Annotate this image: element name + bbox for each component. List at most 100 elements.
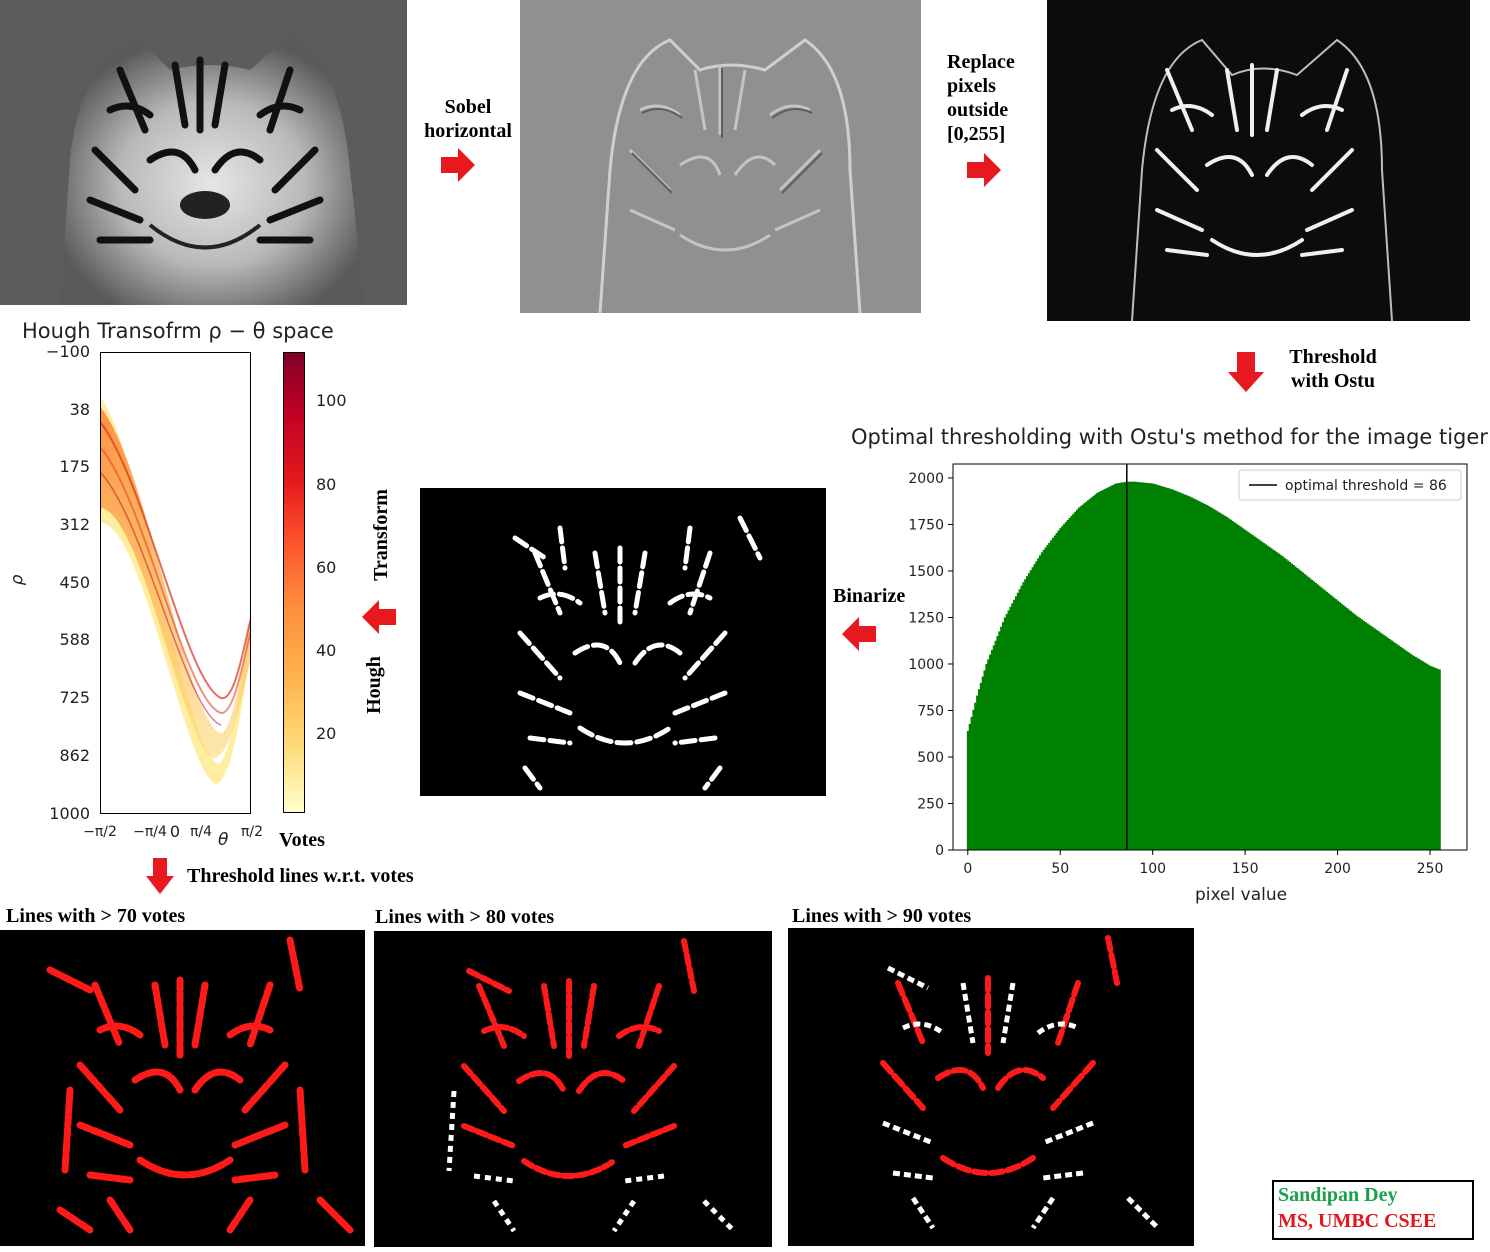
histogram-bar	[1027, 573, 1031, 850]
histogram-bar	[1188, 496, 1192, 850]
histogram-bar	[1279, 554, 1282, 850]
histogram-bar	[1005, 613, 1009, 850]
y-tick-label: 1000	[908, 657, 944, 673]
histogram-bar	[1368, 624, 1371, 850]
histogram-bar	[1099, 490, 1103, 850]
histogram-bar	[1338, 602, 1341, 850]
histogram-bar	[1412, 655, 1415, 850]
y-tick-label: 750	[917, 703, 944, 719]
histogram-bar	[1371, 627, 1375, 850]
histogram-bar	[1146, 482, 1149, 850]
x-tick-label: 200	[1324, 861, 1351, 877]
histogram-bar	[1283, 557, 1286, 850]
down-arrow-icon	[1228, 352, 1264, 392]
histogram-bar	[972, 709, 975, 850]
histogram-bar	[1090, 497, 1094, 850]
histogram-bar	[1281, 556, 1284, 850]
histogram-bar	[1356, 616, 1360, 850]
legend-label: optimal threshold = 86	[1285, 478, 1447, 494]
histogram-bar	[1266, 545, 1269, 850]
step-threshold-label: Threshold with Ostu	[1289, 346, 1377, 392]
hough-xtick: −π/2	[83, 824, 117, 840]
histogram-bar	[1053, 535, 1057, 850]
colorbar	[283, 352, 305, 813]
y-tick-label: 2000	[908, 471, 944, 487]
histogram-bar	[1166, 487, 1169, 850]
left-arrow-icon	[362, 600, 396, 634]
hough-xtick: 0	[169, 822, 181, 841]
histogram-bar	[1381, 633, 1384, 850]
result-70-label: Lines with > 70 votes	[6, 905, 186, 927]
histogram-bar	[1253, 536, 1256, 850]
author-affiliation: MS, UMBC CSEE	[1278, 1210, 1437, 1232]
histogram-bar	[1092, 495, 1096, 850]
histogram-bar	[1416, 658, 1419, 850]
histogram-bar	[1074, 511, 1077, 850]
histogram-bar	[1214, 510, 1218, 850]
histogram-bar	[1072, 513, 1075, 850]
histogram-bar	[983, 670, 986, 850]
histogram-bar	[1349, 611, 1353, 850]
histogram-bar	[1035, 561, 1038, 850]
histogram-bar	[1022, 582, 1025, 850]
histogram-bar	[1197, 501, 1201, 850]
histogram-bar	[1136, 482, 1140, 850]
histogram-bar	[1042, 549, 1046, 850]
tiger-sobel-image	[520, 0, 921, 313]
histogram-bar	[985, 663, 988, 850]
histogram-bar	[1223, 515, 1227, 850]
tiger-clipped-image	[1047, 0, 1470, 321]
histogram-bar	[1044, 547, 1047, 850]
histogram-bar	[1260, 541, 1264, 850]
histogram-bar	[1347, 609, 1351, 850]
histogram-bar	[1351, 612, 1354, 850]
histogram-bar	[1399, 646, 1402, 850]
histogram-bar	[1048, 542, 1051, 850]
hough-ytick: 862	[59, 746, 90, 765]
histogram-bar	[968, 723, 972, 850]
histogram-bar	[1258, 540, 1262, 850]
histogram-bar	[1233, 522, 1236, 850]
histogram-bar	[1403, 649, 1406, 850]
tiger-grayscale-image	[0, 0, 407, 305]
histogram-bar	[1353, 614, 1356, 850]
histogram-bar	[1344, 606, 1347, 850]
histogram-bar	[1405, 650, 1408, 850]
lines-70-image	[0, 930, 365, 1246]
histogram-bar	[1096, 492, 1099, 850]
histogram-bar	[992, 645, 996, 850]
histogram-bar	[1103, 489, 1107, 850]
tiger-binary-image	[420, 488, 826, 796]
histogram-bar	[987, 659, 990, 850]
histogram-bar	[1292, 565, 1295, 850]
histogram-bar	[1075, 509, 1079, 850]
step-threshold-lines-label: Threshold lines w.r.t. votes	[187, 865, 414, 887]
credit-box: Sandipan Dey MS, UMBC CSEE	[1272, 1180, 1474, 1240]
histogram-bar	[1247, 532, 1251, 850]
histogram-bar	[1277, 553, 1280, 850]
histogram-bar	[1116, 483, 1120, 850]
histogram-bar	[1177, 492, 1181, 850]
histogram-bar	[1242, 528, 1245, 850]
hough-ytick: 312	[59, 515, 90, 534]
histogram-bar	[1227, 518, 1231, 850]
histogram-bar	[1362, 620, 1365, 850]
histogram-bar	[1332, 597, 1336, 850]
histogram-bar	[1088, 498, 1092, 850]
histogram-bar	[1068, 517, 1072, 850]
histogram-bar	[1414, 656, 1417, 850]
histogram-bar	[1401, 648, 1404, 850]
histogram-bar	[1299, 570, 1303, 850]
histogram-bar	[990, 650, 994, 850]
histogram-bar	[1159, 485, 1162, 850]
hough-ytick: 450	[59, 573, 90, 592]
histogram-bar	[1225, 517, 1229, 850]
histogram-bar	[1194, 499, 1197, 850]
histogram-bar	[1161, 486, 1164, 850]
histogram-bar	[1222, 514, 1225, 850]
histogram-bar	[1268, 546, 1271, 850]
histogram-bar	[1087, 500, 1090, 850]
histogram-bar	[1397, 645, 1401, 850]
histogram-bar	[1057, 530, 1060, 850]
histogram-bar	[1164, 487, 1168, 850]
